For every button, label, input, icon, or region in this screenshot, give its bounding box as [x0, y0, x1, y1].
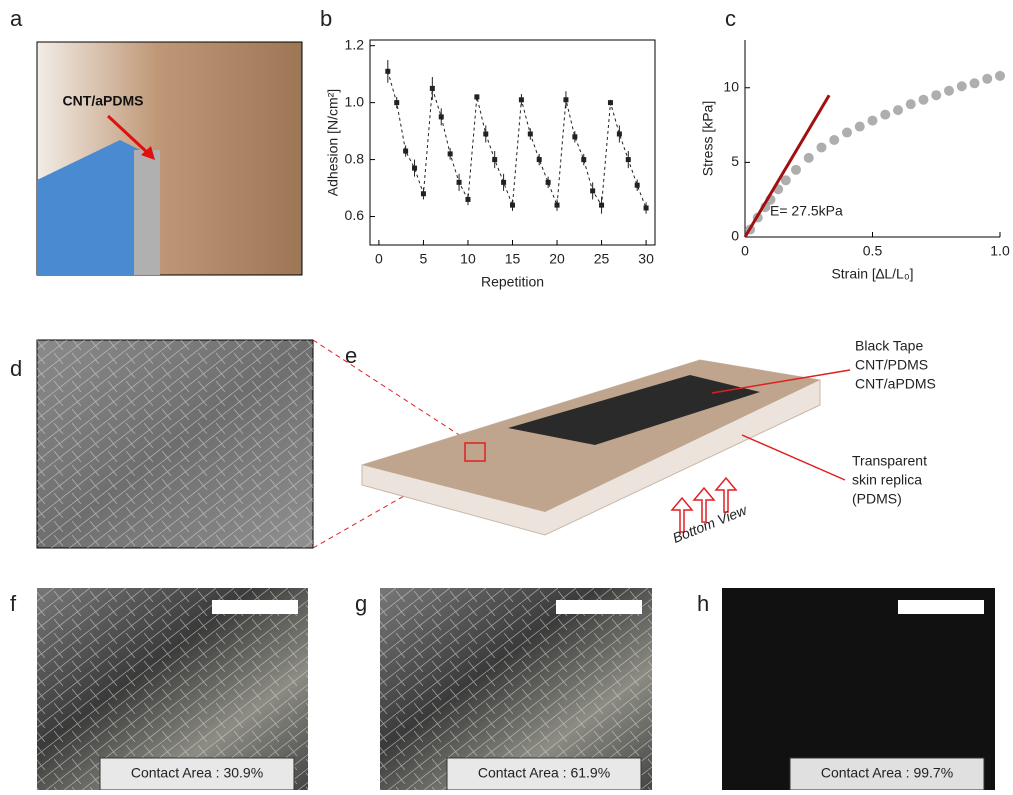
scale-bar — [212, 600, 298, 614]
contact-area: Contact Area : 61.9% — [478, 765, 610, 781]
panel-label: a — [10, 6, 23, 31]
point — [995, 71, 1005, 81]
y-tick-label: 1.2 — [345, 36, 365, 52]
fit-label: E= 27.5kPa — [770, 203, 843, 219]
figure: CNT/aPDMS Bottom View a b c d e f g h Black Tape… — [0, 0, 1013, 790]
point — [617, 131, 622, 136]
tape-label: CNT/aPDMS — [855, 376, 936, 392]
panel-label: d — [10, 356, 22, 381]
panel-label: h — [697, 591, 709, 616]
panel-label: e — [345, 343, 357, 368]
y-tick-label: 1.0 — [345, 93, 365, 109]
point — [430, 86, 435, 91]
panel-label: b — [320, 6, 332, 31]
point — [970, 78, 980, 88]
x-axis-label: Strain [∆L/L₀] — [831, 266, 913, 282]
point — [394, 100, 399, 105]
point — [385, 69, 390, 74]
y-tick-label: 0 — [731, 228, 739, 244]
view-label: Bottom View — [670, 501, 749, 546]
x-tick-label: 10 — [460, 251, 476, 267]
y-tick-label: 5 — [731, 153, 739, 169]
point — [982, 74, 992, 84]
point — [457, 180, 462, 185]
point — [519, 97, 524, 102]
replica-label: skin replica — [852, 472, 922, 488]
panel-label: g — [355, 591, 367, 616]
point — [590, 188, 595, 193]
point — [448, 151, 453, 156]
point — [421, 191, 426, 196]
point — [791, 165, 801, 175]
point — [555, 203, 560, 208]
point — [608, 100, 613, 105]
tape-label: Black Tape — [855, 338, 923, 354]
annotation: CNT/aPDMS — [63, 93, 144, 109]
point — [412, 166, 417, 171]
point — [403, 149, 408, 154]
point — [829, 135, 839, 145]
point — [868, 116, 878, 126]
panel-label: f — [10, 591, 17, 616]
point — [906, 99, 916, 109]
replica-label: Transparent — [852, 453, 927, 469]
point — [944, 86, 954, 96]
point — [855, 122, 865, 132]
contact-area: Contact Area : 99.7% — [821, 765, 953, 781]
x-tick-label: 0 — [741, 243, 749, 259]
point — [483, 131, 488, 136]
point — [644, 205, 649, 210]
point — [474, 94, 479, 99]
x-tick-label: 0 — [375, 251, 383, 267]
point — [572, 134, 577, 139]
contact-area: Contact Area : 30.9% — [131, 765, 263, 781]
point — [635, 183, 640, 188]
panel-label: c — [725, 6, 736, 31]
point — [537, 157, 542, 162]
scale-bar — [898, 600, 984, 614]
point — [510, 203, 515, 208]
point — [957, 81, 967, 91]
tape-label: CNT/PDMS — [855, 357, 928, 373]
point — [817, 142, 827, 152]
x-axis-label: Repetition — [481, 274, 544, 290]
point — [599, 203, 604, 208]
data-line — [388, 71, 646, 208]
x-tick-label: 15 — [505, 251, 521, 267]
y-tick-label: 10 — [723, 78, 739, 94]
pointer — [742, 435, 845, 480]
point — [804, 153, 814, 163]
x-tick-label: 1.0 — [990, 243, 1010, 259]
x-tick-label: 25 — [594, 251, 610, 267]
y-tick-label: 0.8 — [345, 150, 365, 166]
point — [880, 110, 890, 120]
replica-label: (PDMS) — [852, 491, 902, 507]
y-tick-label: 0.6 — [345, 207, 365, 223]
x-tick-label: 5 — [420, 251, 428, 267]
y-axis-label: Adhesion [N/cm²] — [325, 89, 341, 196]
point — [931, 90, 941, 100]
point — [465, 197, 470, 202]
scale-bar — [556, 600, 642, 614]
point — [439, 114, 444, 119]
point — [581, 157, 586, 162]
point — [492, 157, 497, 162]
x-tick-label: 20 — [549, 251, 565, 267]
axes-box — [370, 40, 655, 245]
zoom-line — [313, 340, 467, 440]
x-tick-label: 30 — [638, 251, 654, 267]
probe — [134, 150, 160, 275]
y-axis-label: Stress [kPa] — [700, 101, 716, 176]
point — [528, 131, 533, 136]
point — [842, 128, 852, 138]
point — [919, 95, 929, 105]
sem-texture — [37, 340, 313, 548]
point — [501, 180, 506, 185]
point — [893, 105, 903, 115]
point — [546, 180, 551, 185]
point — [626, 157, 631, 162]
point — [563, 97, 568, 102]
x-tick-label: 0.5 — [863, 243, 883, 259]
